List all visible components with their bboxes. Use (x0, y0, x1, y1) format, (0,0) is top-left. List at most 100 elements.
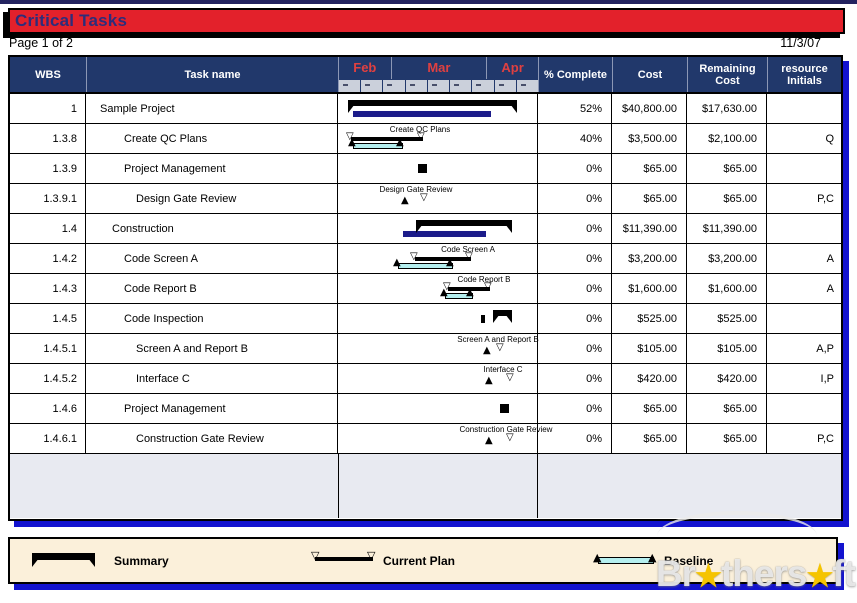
gantt-cell: Create QC Plans ▽ ▽ ▲ ▲ (338, 124, 538, 153)
wbs-cell: 1.4.6 (10, 394, 86, 423)
star-icon: ★ (806, 560, 833, 593)
gantt-summary-right-cap-icon (502, 220, 512, 233)
plan-end-triangle-icon: ▽ (410, 251, 418, 262)
remaining-cost-cell: $420.00 (687, 364, 767, 393)
gantt-cell: Code Report B ▽ ▽ ▲ ▲ (338, 274, 538, 303)
gantt-summary-right-cap-icon (507, 100, 517, 113)
column-header-remaining-cost: Remaining Cost (687, 57, 767, 92)
pct-complete-cell: 0% (538, 214, 612, 243)
footer-right-segment (538, 454, 841, 518)
cost-cell: $65.00 (612, 184, 687, 213)
cost-cell: $420.00 (612, 364, 687, 393)
resource-initials-cell (767, 214, 841, 243)
cost-cell: $3,200.00 (612, 244, 687, 273)
week-cell (450, 80, 472, 92)
week-header-row (339, 79, 538, 92)
page-title: Critical Tasks (15, 11, 128, 30)
pct-complete-cell: 0% (538, 274, 612, 303)
footer-chart-segment (338, 454, 538, 518)
gantt-summary-left-cap-icon (493, 310, 503, 323)
plan-end-triangle-icon: ▽ (346, 131, 354, 142)
remaining-cost-cell: $17,630.00 (687, 94, 767, 123)
table-row: 1.3.9.1 Design Gate Review Design Gate Rev… (10, 184, 841, 214)
gantt-cell: Screen A and Report B ▲ ▽ (338, 334, 539, 363)
gantt-current-plan-bar (415, 257, 471, 261)
gantt-cell: Interface C ▲ ▽ (338, 364, 538, 393)
month-header-mar: Mar (390, 57, 486, 79)
milestone-plan-triangle-icon: ▽ (506, 372, 514, 383)
gantt-task-label: Design Gate Review (379, 185, 453, 194)
plan-end-triangle-icon: ▽ (484, 281, 492, 292)
month-header-apr: Apr (486, 57, 538, 79)
gantt-task-label: Code Screen A (441, 245, 495, 254)
week-cell (427, 80, 450, 92)
column-header-task-name: Task name (86, 57, 338, 92)
remaining-cost-cell: $65.00 (687, 394, 767, 423)
table-body: 1 Sample Project 52% $40,800.00 $17,630.00 1.… (10, 94, 841, 454)
gantt-cell (338, 94, 538, 123)
milestone-plan-triangle-icon: ▽ (506, 432, 514, 443)
table-header-row: WBS Task name Feb Mar Apr % Complete Cost … (10, 57, 841, 94)
pct-complete-cell: 0% (538, 394, 612, 423)
wbs-cell: 1.4.6.1 (10, 424, 86, 453)
week-cell (339, 80, 361, 92)
gantt-cell (338, 214, 538, 243)
week-cell (494, 80, 516, 92)
remaining-cost-cell: $65.00 (687, 424, 767, 453)
pct-complete-cell: 0% (538, 304, 612, 333)
table-row: 1 Sample Project 52% $40,800.00 $17,630.00 (10, 94, 841, 124)
task-name-cell: Project Management (86, 394, 338, 423)
table-row: 1.3.8 Create QC Plans Create QC Plans ▽ ▽ ▲ ▲ 4… (10, 124, 841, 154)
watermark-logo: Br★thers★ft (655, 553, 856, 594)
baseline-end-triangle-icon: ▲ (396, 137, 404, 148)
remaining-cost-cell: $2,100.00 (687, 124, 767, 153)
cost-cell: $40,800.00 (612, 94, 687, 123)
plan-end-triangle-icon: ▽ (465, 251, 473, 262)
task-name-cell: Sample Project (86, 94, 338, 123)
week-cell (516, 80, 538, 92)
task-name-cell: Design Gate Review (86, 184, 338, 213)
resource-initials-cell (767, 304, 841, 333)
report-date: 11/3/07 (780, 36, 821, 50)
baseline-end-triangle-icon: ▲ (446, 257, 454, 268)
gantt-baseline-bar (353, 143, 403, 149)
task-name-cell: Construction Gate Review (86, 424, 338, 453)
gantt-milestone-square-icon (481, 315, 485, 323)
resource-initials-cell: A,P (816, 342, 834, 355)
gantt-summary-bar (348, 100, 517, 106)
resource-initials-cell: A (826, 252, 834, 265)
milestone-baseline-triangle-icon: ▲ (485, 375, 493, 386)
gantt-task-label: Create QC Plans (389, 125, 451, 134)
wbs-cell: 1 (10, 94, 86, 123)
critical-tasks-table: WBS Task name Feb Mar Apr % Complete Cost … (8, 55, 843, 521)
column-header-resource-initials: resource Initials (767, 57, 841, 92)
wbs-cell: 1.4.2 (10, 244, 86, 273)
remaining-cost-cell: $105.00 (687, 334, 767, 363)
gantt-cell (338, 394, 538, 423)
gantt-cell (338, 304, 538, 333)
gantt-cell (338, 154, 538, 183)
star-icon: ★ (695, 560, 722, 593)
resource-initials-cell (767, 94, 841, 123)
month-header-row: Feb Mar Apr (339, 57, 538, 79)
remaining-cost-cell: $65.00 (687, 184, 767, 213)
cost-cell: $65.00 (612, 154, 687, 183)
table-row: 1.4.3 Code Report B Code Report B ▽ ▽ ▲ ▲ 0% $1,… (10, 274, 841, 304)
cost-cell: $525.00 (612, 304, 687, 333)
page-frame-top (0, 0, 857, 4)
resource-initials-cell: P,C (817, 432, 834, 445)
gantt-summary-bar (416, 220, 512, 226)
legend-label-summary: Summary (114, 554, 169, 568)
remaining-cost-cell: $11,390.00 (687, 214, 767, 243)
wbs-cell: 1.3.8 (10, 124, 86, 153)
gantt-cell: Design Gate Review ▲ ▽ (338, 184, 538, 213)
remaining-cost-cell: $1,600.00 (687, 274, 767, 303)
milestone-baseline-triangle-icon: ▲ (485, 435, 493, 446)
table-row: 1.4.5 Code Inspection 0% $525.00 $525.00 (10, 304, 841, 334)
gantt-task-label: Construction Gate Review (459, 425, 553, 434)
wbs-cell: 1.4.5 (10, 304, 86, 333)
month-header-feb: Feb (353, 60, 377, 75)
gantt-cell: Code Screen A ▽ ▽ ▲ ▲ (338, 244, 538, 273)
report-title-bar: Critical Tasks (8, 8, 845, 34)
